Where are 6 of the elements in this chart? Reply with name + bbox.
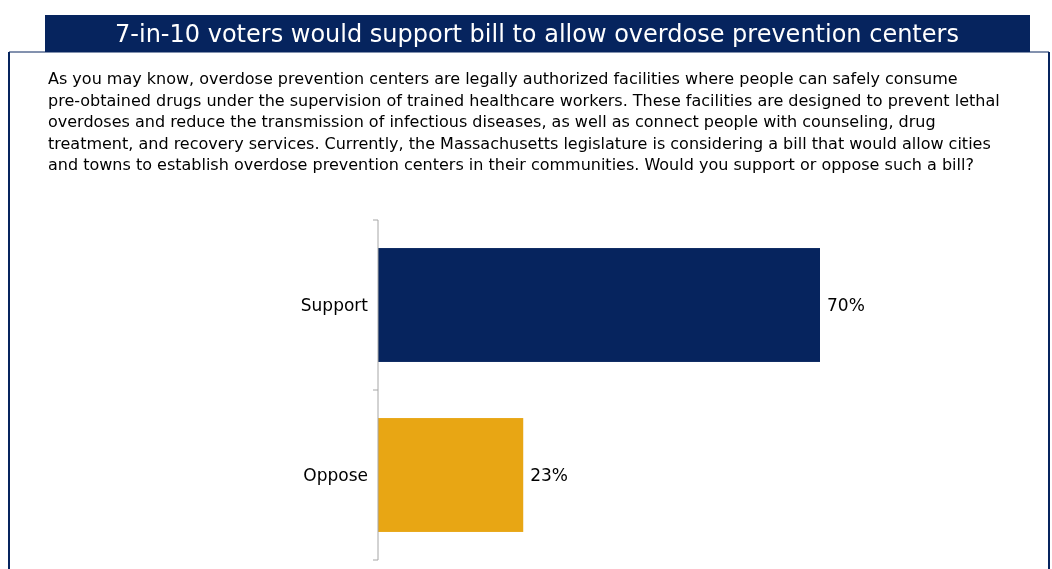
chart-subtitle: As you may know, overdose prevention centers are legally authorized facilities where people can safely consume pre-obtained drugs under the supervision of trained healthcare workers. These facilities are designed to prevent lethal overdoses and reduce the transmission of infectious diseases, as well as connect people with counseling, drug treatment, and recovery services. Currently, the Massachusetts legislature is considering a bill that would allow cities and towns to establish overdose prevention centers in their communities. Would you support or oppose such a bill? (48, 69, 1000, 174)
data-label: 70% (827, 294, 865, 315)
y-tick-label: Oppose (303, 464, 368, 485)
data-label: 23% (530, 464, 569, 485)
y-tick-label: Support (300, 294, 369, 315)
chart-title: 7-in-10 voters would support bill to allow overdose prevention centers (115, 20, 959, 49)
